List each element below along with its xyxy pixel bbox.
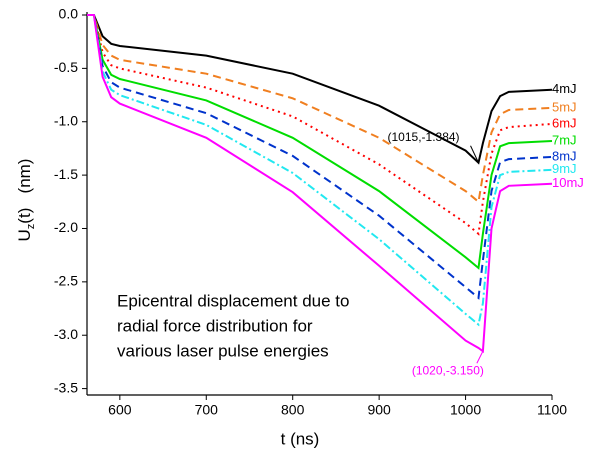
y-label-main: U [15,229,34,241]
annotation: (1020,-3.150) [412,363,484,377]
series-label: 8mJ [552,148,577,163]
annotation: (1015,-1.384) [388,130,460,144]
annotation-text: various laser pulse energies [117,341,329,360]
series-label: 7mJ [552,132,577,147]
x-tick-label: 1100 [537,402,567,418]
series-line [87,14,553,354]
annotation-pointer [476,351,484,364]
y-tick-label: -3.0 [54,326,78,342]
y-tick-label: -0.5 [54,59,78,75]
series-label: 10mJ [552,175,584,190]
series-label: 5mJ [552,99,577,114]
y-label-rest: (t) (nm) [15,159,34,224]
x-tick-label: 1000 [450,402,481,418]
series-line [87,14,553,300]
series-line [87,14,553,327]
series-line [87,14,553,165]
y-tick-label: 0.0 [59,6,79,22]
x-tick-label: 700 [195,402,219,418]
y-tick-label: -1.0 [54,112,78,128]
y-axis-label: Uz(t) (nm) [15,159,36,242]
annotation-text: Epicentral displacement due to [117,291,349,310]
y-tick-label: -3.5 [54,379,78,395]
series-line [87,14,553,204]
x-axis-label: t (ns) [281,429,320,448]
y-tick-label: -1.5 [54,166,78,182]
annotation-text: radial force distribution for [117,316,313,335]
y-tick-label: -2.0 [54,219,78,235]
series-line [87,14,553,270]
annotation-pointer [470,145,479,163]
x-tick-label: 900 [367,402,391,418]
series-line [87,14,553,236]
series-label: 4mJ [552,81,577,96]
y-label-sub: z [25,224,37,230]
series-label: 6mJ [552,115,577,130]
y-tick-label: -2.5 [54,273,78,289]
x-tick-label: 800 [281,402,305,418]
series-label: 9mJ [552,161,577,176]
x-tick-label: 600 [108,402,132,418]
